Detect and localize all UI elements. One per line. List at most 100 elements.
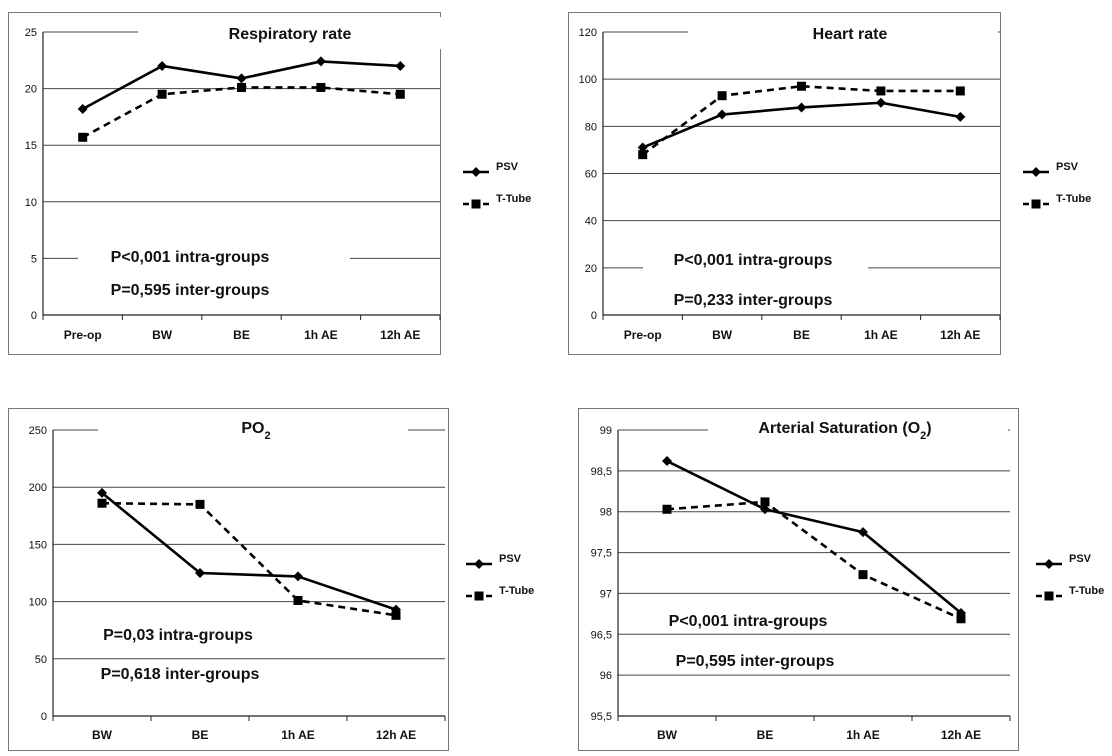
annotation-backing	[638, 609, 878, 633]
annotation-backing	[78, 278, 350, 302]
data-point-t-tube	[237, 82, 246, 92]
data-point-psv	[236, 73, 247, 84]
data-point-t-tube	[316, 82, 326, 92]
legend-marker	[474, 559, 484, 569]
legend-marker	[471, 167, 481, 177]
p-value-annotation: P=0,618 inter-groups	[101, 666, 260, 683]
x-tick-label: 12h AE	[380, 328, 420, 342]
annotation-backing	[638, 649, 878, 673]
y-tick-label: 100	[29, 597, 47, 609]
series-line-t-tube	[666, 500, 962, 620]
data-point-t-tube	[797, 81, 806, 91]
legend-label: PSV	[1069, 553, 1092, 565]
legend-label: PSV	[1056, 161, 1079, 173]
chart-title: Arterial Saturation (O2)	[758, 420, 931, 442]
annotation-backing	[63, 662, 298, 686]
arterial-saturation-chart: 95,5 96 96,5 97 97,5 98 98,5 99 BW BE 1h AE 12h AE A…	[578, 408, 1112, 751]
y-tick-label: 25	[25, 27, 37, 39]
annotation-backing	[643, 248, 868, 272]
heart-rate-chart-svg: 0 20 40 60 80 100 120 Pre-op BW BE 1h AE 12h AE Hear…	[568, 12, 1091, 355]
y-tick-label: 80	[585, 121, 597, 133]
x-tick-label: 1h AE	[864, 328, 898, 342]
x-tick-label: 1h AE	[304, 328, 338, 342]
y-tick-label: 95,5	[591, 711, 612, 723]
data-point-t-tube	[858, 570, 868, 580]
x-tick-label: 12h AE	[940, 328, 980, 342]
y-tick-label: 97,5	[591, 548, 612, 560]
y-tick-label: 96	[600, 670, 612, 682]
x-tick-label: 1h AE	[846, 728, 880, 742]
series-line-t-tube	[641, 84, 961, 156]
y-tick-label: 0	[31, 310, 37, 322]
p-value-annotation: P=0,233 inter-groups	[674, 292, 833, 309]
y-tick-label: 20	[585, 263, 597, 275]
legend-label: PSV	[496, 161, 519, 173]
legend-label: T-Tube	[1069, 585, 1104, 597]
annotation-backing	[63, 623, 298, 647]
data-point-psv	[195, 568, 205, 578]
respiratory-rate-chart: 0 5 10 15 20 25 Pre-op BW BE 1h AE 12h AE Respirato…	[8, 12, 580, 355]
y-tick-label: 40	[585, 216, 597, 228]
p-value-annotation: P=0,03 intra-groups	[103, 627, 253, 644]
data-point-psv	[717, 109, 728, 120]
y-tick-label: 99	[600, 425, 612, 437]
data-point-t-tube	[293, 595, 303, 605]
y-tick-label: 200	[29, 482, 47, 494]
y-tick-label: 120	[579, 27, 597, 39]
data-point-psv	[955, 111, 966, 122]
arterial-saturation-chart-svg: 95,5 96 96,5 97 97,5 98 98,5 99 BW BE 1h AE 12h AE A…	[578, 408, 1104, 751]
respiratory-rate-chart-svg: 0 5 10 15 20 25 Pre-op BW BE 1h AE 12h AE Respirato…	[8, 12, 531, 355]
title-backing	[708, 411, 1008, 443]
data-point-t-tube	[956, 614, 966, 624]
data-point-t-tube	[395, 89, 405, 99]
p-value-annotation: P<0,001 intra-groups	[669, 613, 828, 630]
x-tick-label: BE	[757, 728, 774, 742]
series-line-psv	[101, 491, 397, 611]
x-tick-label: BW	[712, 328, 733, 342]
legend-label: T-Tube	[496, 193, 531, 205]
legend-marker	[474, 591, 484, 601]
po2-chart-svg: 0 50 100 150 200 250 BW BE 1h AE 12h AE PO2 P=0,03 …	[8, 408, 534, 751]
data-point-psv	[637, 142, 648, 153]
chart-title: Respiratory rate	[229, 26, 352, 43]
data-point-t-tube	[195, 499, 205, 509]
y-tick-label: 150	[29, 539, 47, 551]
data-point-t-tube	[157, 89, 167, 99]
legend-marker	[1044, 559, 1054, 569]
po2-chart: 0 50 100 150 200 250 BW BE 1h AE 12h AE PO2 P=0,03 …	[8, 408, 588, 751]
legend-marker	[1031, 167, 1041, 177]
y-tick-label: 98	[600, 507, 612, 519]
x-tick-label: Pre-op	[624, 328, 662, 342]
x-tick-label: BW	[92, 728, 113, 742]
legend-label: PSV	[499, 553, 522, 565]
data-point-t-tube	[78, 132, 88, 142]
data-point-psv	[77, 103, 88, 114]
legend-label: T-Tube	[499, 585, 534, 597]
x-tick-label: Pre-op	[64, 328, 102, 342]
series-line-psv	[666, 459, 962, 615]
data-point-psv	[796, 102, 807, 113]
data-point-psv	[875, 97, 886, 108]
y-tick-label: 250	[29, 425, 47, 437]
data-point-t-tube	[876, 86, 886, 96]
chart-title: Heart rate	[813, 26, 888, 43]
p-value-annotation: P=0,595 inter-groups	[111, 282, 270, 299]
series-line-t-tube	[101, 501, 397, 617]
y-tick-label: 60	[585, 169, 597, 181]
chart-title: PO2	[241, 420, 270, 442]
y-tick-label: 10	[25, 197, 37, 209]
data-point-psv	[315, 56, 326, 67]
data-point-t-tube	[391, 610, 401, 620]
y-tick-label: 100	[579, 74, 597, 86]
y-tick-label: 97	[600, 588, 612, 600]
chart-frame	[8, 408, 449, 751]
data-point-psv	[391, 604, 401, 615]
title-backing	[98, 411, 408, 443]
data-point-t-tube	[662, 504, 672, 514]
data-point-psv	[395, 60, 406, 71]
legend-marker	[1044, 591, 1054, 601]
p-value-annotation: P<0,001 intra-groups	[674, 252, 833, 269]
data-point-t-tube	[955, 86, 965, 96]
data-point-psv	[97, 487, 107, 498]
x-tick-label: BW	[152, 328, 173, 342]
